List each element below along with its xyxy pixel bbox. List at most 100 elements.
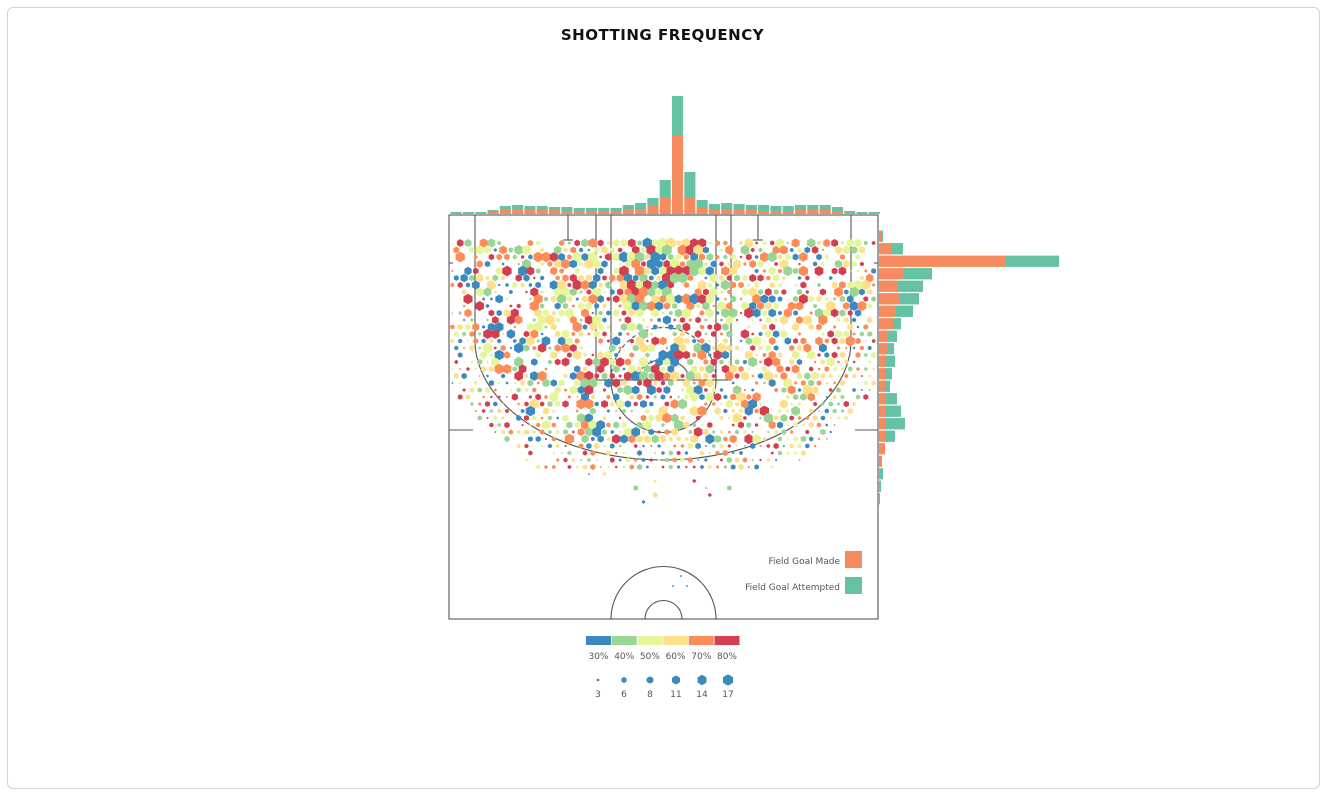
hexbin — [495, 266, 503, 276]
hexbin — [734, 345, 740, 351]
hexbin — [490, 395, 493, 399]
hexbin — [639, 300, 648, 312]
hexbin — [615, 451, 618, 455]
hexbin — [472, 322, 480, 332]
hexbin — [590, 450, 596, 456]
hexbin — [483, 287, 492, 297]
hexbin — [518, 265, 528, 277]
hexbin — [654, 466, 656, 468]
hexbin — [639, 371, 648, 381]
hexbin — [689, 293, 700, 305]
hexbin — [493, 290, 497, 294]
hexbin — [643, 419, 652, 431]
hexbin — [805, 429, 810, 435]
hexbin — [732, 412, 742, 424]
hexbin — [502, 363, 512, 375]
side-hist-made-bar — [879, 455, 881, 467]
top-hist-attempted-bar — [561, 207, 573, 211]
hexbin — [824, 254, 829, 260]
hexbin — [757, 372, 764, 380]
hexbin — [648, 414, 655, 422]
hexbin — [549, 252, 558, 262]
side-hist-made-bar — [879, 318, 893, 330]
hexbin — [723, 436, 728, 442]
hexbin — [580, 279, 590, 291]
hexbin — [675, 253, 682, 261]
hexbin — [705, 294, 714, 304]
hexbin — [577, 385, 585, 395]
hexbin — [723, 394, 728, 400]
hexbin — [751, 388, 755, 392]
hexbin — [530, 371, 539, 381]
hexbin — [715, 254, 720, 260]
hexbin — [602, 415, 607, 421]
hexbin — [677, 272, 688, 284]
side-hist-attempted-bar — [886, 418, 905, 430]
hexbin — [618, 318, 622, 322]
hexbin — [787, 301, 796, 311]
hexbin — [461, 372, 467, 380]
hexbin — [705, 378, 714, 388]
hexbin — [762, 352, 767, 358]
hexbin — [650, 318, 653, 322]
hexbin — [587, 248, 591, 252]
hexbin — [493, 401, 498, 407]
hexbin — [592, 259, 601, 269]
size-scale-label: 8 — [647, 690, 653, 700]
hexbin — [618, 458, 622, 462]
hexbin — [554, 330, 561, 338]
hexbin — [789, 415, 794, 421]
hexbin — [824, 338, 829, 344]
hexbin — [702, 428, 709, 436]
hexbin — [477, 387, 482, 393]
hexbin — [547, 443, 552, 449]
hexbin — [603, 444, 606, 448]
hexbin — [738, 421, 744, 429]
hexbin — [562, 274, 569, 282]
hexbin — [743, 415, 747, 421]
hexbin — [710, 260, 717, 268]
hexbin — [749, 260, 757, 268]
hexbin — [685, 370, 695, 382]
hexbin — [785, 366, 791, 372]
hexbin — [790, 430, 794, 434]
hexbin — [470, 402, 474, 406]
hexbin — [759, 318, 762, 322]
hexbin — [606, 339, 610, 343]
hexbin — [704, 458, 708, 462]
hexbin — [544, 437, 548, 441]
hexbin — [588, 238, 598, 248]
hexbin — [618, 416, 622, 420]
hexbin — [840, 394, 845, 400]
hexbin — [631, 370, 641, 382]
hexbin — [823, 238, 831, 248]
hexbin — [618, 430, 622, 434]
hexbin — [469, 331, 475, 337]
color-scale-label: 50% — [640, 652, 660, 662]
hexbin — [754, 423, 759, 427]
hexbin — [494, 346, 497, 350]
hexbin — [640, 414, 647, 422]
hexbin — [731, 381, 735, 385]
hexbin — [754, 381, 759, 385]
hexbin — [551, 422, 556, 428]
hexbin — [852, 387, 856, 393]
hexbin — [581, 308, 589, 318]
hexbin — [529, 300, 539, 312]
hexbin — [716, 339, 719, 343]
hexbin — [526, 336, 535, 346]
hexbin — [794, 381, 798, 385]
hexbin — [470, 360, 474, 364]
hexbin — [704, 444, 707, 448]
hexbin — [749, 301, 757, 311]
hexbin — [702, 246, 709, 254]
hexbin — [646, 325, 649, 329]
hexbin — [615, 409, 618, 413]
hexbin — [498, 283, 501, 287]
hexbin — [679, 331, 686, 337]
side-hist-made-bar — [879, 443, 885, 455]
hexbin — [494, 431, 497, 433]
hexbin — [605, 253, 612, 261]
hexbin — [648, 275, 654, 281]
hexbin — [528, 283, 533, 287]
